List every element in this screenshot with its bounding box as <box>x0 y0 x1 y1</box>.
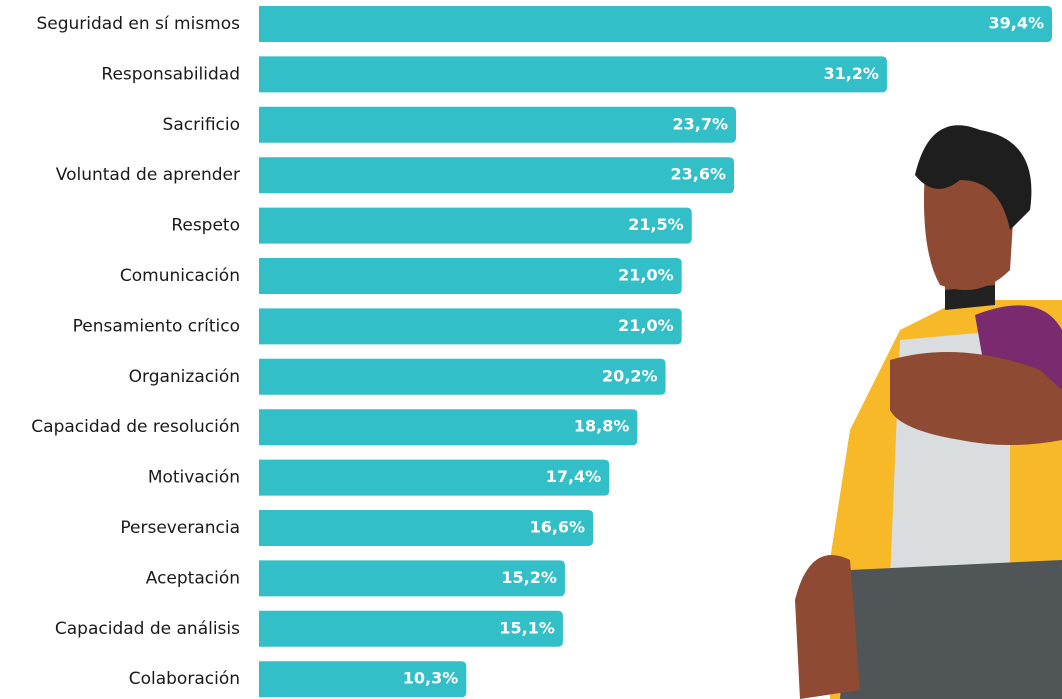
category-label: Perseverancia <box>120 518 240 538</box>
bar <box>259 107 736 143</box>
value-label: 20,2% <box>602 366 658 385</box>
value-label: 23,6% <box>670 165 726 184</box>
value-label: 39,4% <box>988 14 1044 33</box>
value-label: 15,2% <box>501 568 557 587</box>
category-label: Comunicación <box>120 266 240 286</box>
category-label: Voluntad de aprender <box>56 165 240 185</box>
value-label: 15,1% <box>499 618 555 637</box>
value-label: 31,2% <box>823 64 879 83</box>
bar <box>259 157 734 193</box>
bar <box>259 56 887 92</box>
value-label: 21,0% <box>618 266 674 285</box>
value-label: 17,4% <box>546 467 602 486</box>
category-label: Responsabilidad <box>101 64 240 84</box>
illustration <box>795 125 1062 699</box>
category-label: Capacidad de resolución <box>31 417 240 437</box>
category-label: Pensamiento crítico <box>73 316 240 336</box>
value-label: 21,5% <box>628 215 684 234</box>
category-label: Seguridad en sí mismos <box>36 14 240 34</box>
value-label: 23,7% <box>672 114 728 133</box>
value-label: 10,3% <box>403 669 459 688</box>
category-label: Organización <box>129 367 240 387</box>
bar <box>259 208 692 244</box>
category-label: Colaboración <box>129 669 240 689</box>
category-label: Sacrificio <box>163 115 240 135</box>
category-label: Respeto <box>171 216 240 236</box>
value-label: 21,0% <box>618 316 674 335</box>
value-label: 18,8% <box>574 417 630 436</box>
bar <box>259 6 1052 42</box>
chart: Seguridad en sí mismos 39,4% Responsabilid… <box>0 0 1062 699</box>
category-label: Capacidad de análisis <box>55 619 240 639</box>
value-label: 16,6% <box>530 518 586 537</box>
category-label: Aceptación <box>146 568 240 588</box>
category-label: Motivación <box>148 468 240 488</box>
